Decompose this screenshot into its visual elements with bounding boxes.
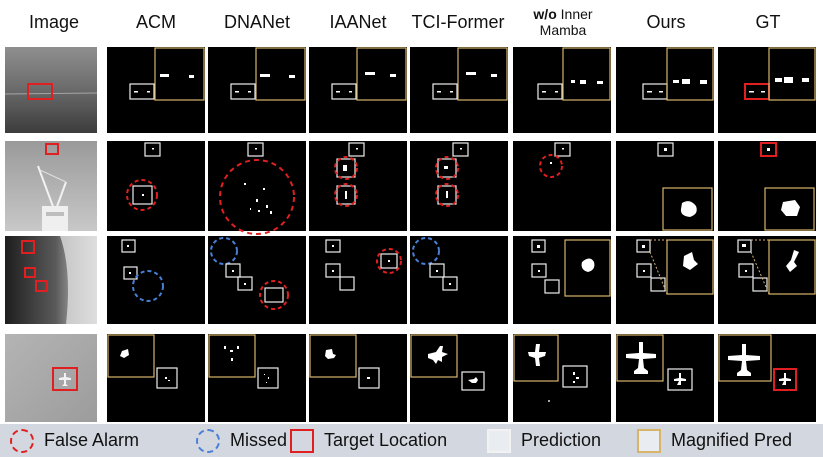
row2-gt-cell <box>718 141 816 231</box>
row4-iaanet-cell <box>309 334 407 422</box>
row4-acm-cell <box>107 334 205 422</box>
target-location-box <box>45 143 59 155</box>
magnified-pred-square-icon <box>637 428 661 453</box>
row4-wo-inner-mamba-cell <box>513 334 611 422</box>
row3-dnanet-cell <box>208 236 306 324</box>
row1-iaanet-cell <box>309 47 407 133</box>
row2-wo-inner-mamba-cell <box>513 141 611 231</box>
legend-false-alarm-label: False Alarm <box>44 430 140 450</box>
row2-iaanet-cell <box>309 141 407 231</box>
target-location-box <box>24 267 36 278</box>
header-gt: GT <box>755 11 781 32</box>
row4-ours-cell <box>616 334 714 422</box>
row-1 <box>4 47 816 133</box>
legend-prediction: Prediction <box>487 424 601 457</box>
header-wo-prefix: w/o <box>533 6 557 22</box>
missed-circle-icon <box>196 428 220 453</box>
row2-image-cell <box>5 141 97 231</box>
row3-wo-inner-mamba-cell <box>513 236 611 324</box>
row1-wo-inner-mamba-cell <box>513 47 611 133</box>
figure-grid <box>4 47 816 422</box>
row-3 <box>5 236 816 324</box>
row1-ours-cell <box>616 47 714 133</box>
row2-dnanet-cell <box>208 141 306 235</box>
legend-bar: False Alarm Missed Target Location Predi… <box>0 424 823 457</box>
row2-acm-cell <box>107 141 205 231</box>
legend-missed-label: Missed <box>230 430 288 450</box>
legend-magnified-pred: Magnified Pred <box>637 424 792 457</box>
target-location-box <box>35 280 48 292</box>
header-acm: ACM <box>136 11 176 32</box>
row4-gt-cell <box>718 334 816 422</box>
target-location-box <box>21 240 35 254</box>
row3-gt-cell <box>718 236 816 324</box>
row1-image-cell <box>4 47 98 133</box>
legend-missed: Missed <box>196 424 287 457</box>
row2-tciformer-cell <box>410 141 508 231</box>
false-alarm-circle-icon <box>10 428 34 453</box>
header-wo-inner: Inner <box>556 6 593 22</box>
header-iaanet: IAANet <box>329 11 387 32</box>
row2-ours-cell <box>616 141 714 231</box>
legend-false-alarm: False Alarm <box>10 424 139 457</box>
row1-tciformer-cell <box>410 47 508 133</box>
legend-magnified-pred-label: Magnified Pred <box>671 430 793 450</box>
row3-tciformer-cell <box>410 236 508 324</box>
row1-gt-cell <box>718 47 816 133</box>
target-location-box <box>52 367 78 391</box>
row3-image-cell <box>5 236 97 324</box>
legend-target-location: Target Location <box>290 424 447 457</box>
header-tci-former: TCI-Former <box>411 11 505 32</box>
header-wo-mamba: Mamba <box>539 22 587 38</box>
header-ours: Ours <box>646 11 686 32</box>
row4-image-cell <box>5 334 97 422</box>
legend-prediction-label: Prediction <box>521 430 602 450</box>
row3-ours-cell <box>616 236 714 324</box>
prediction-square-icon <box>487 428 511 453</box>
row3-acm-cell <box>107 236 205 324</box>
row4-tciformer-cell <box>410 334 508 422</box>
header-image: Image <box>28 11 80 32</box>
header-wo-inner-mamba: w/o Inner Mamba <box>513 0 613 44</box>
legend-target-location-label: Target Location <box>324 430 448 450</box>
row1-dnanet-cell <box>208 47 306 133</box>
target-location-box <box>27 83 53 100</box>
row4-dnanet-cell <box>208 334 306 422</box>
target-location-square-icon <box>290 428 314 453</box>
row-4 <box>5 334 816 422</box>
row3-iaanet-cell <box>309 236 407 324</box>
row-2 <box>5 141 816 235</box>
header-dnanet: DNANet <box>223 11 290 32</box>
row1-acm-cell <box>107 47 205 133</box>
